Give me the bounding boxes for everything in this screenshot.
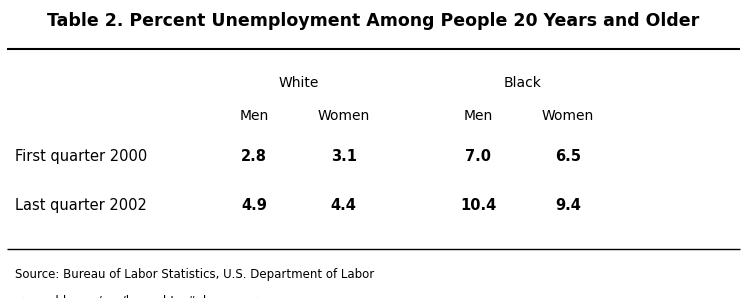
Text: 9.4: 9.4 <box>555 198 580 213</box>
Text: Source: Bureau of Labor Statistics, U.S. Department of Labor: Source: Bureau of Labor Statistics, U.S.… <box>15 268 374 281</box>
Text: White: White <box>279 76 319 90</box>
Text: Men: Men <box>239 109 269 123</box>
Text: 2.8: 2.8 <box>241 149 267 164</box>
Text: Women: Women <box>542 109 594 123</box>
Text: <www.bls.gov/cps/home.htm#charunem>.: <www.bls.gov/cps/home.htm#charunem>. <box>15 295 271 298</box>
Text: Black: Black <box>504 76 542 90</box>
Text: Last quarter 2002: Last quarter 2002 <box>15 198 147 213</box>
Text: 6.5: 6.5 <box>555 149 580 164</box>
Text: Table 2. Percent Unemployment Among People 20 Years and Older: Table 2. Percent Unemployment Among Peop… <box>47 12 700 30</box>
Text: Women: Women <box>317 109 370 123</box>
Text: 4.9: 4.9 <box>241 198 267 213</box>
Text: Men: Men <box>463 109 493 123</box>
Text: 4.4: 4.4 <box>331 198 356 213</box>
Text: 7.0: 7.0 <box>465 149 491 164</box>
Text: First quarter 2000: First quarter 2000 <box>15 149 147 164</box>
Text: 3.1: 3.1 <box>331 149 356 164</box>
Text: 10.4: 10.4 <box>460 198 496 213</box>
